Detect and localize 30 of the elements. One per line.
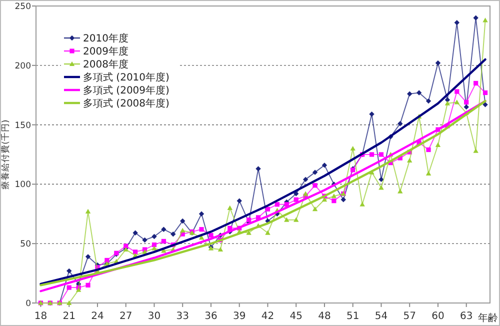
x-axis-title: 年齢 bbox=[478, 312, 498, 324]
x-tick-label: 42 bbox=[261, 311, 274, 322]
legend-label: 2009年度 bbox=[83, 46, 128, 58]
x-tick-label: 45 bbox=[290, 311, 302, 322]
x-tick-label: 48 bbox=[318, 311, 331, 322]
x-tick-label: 39 bbox=[232, 311, 246, 322]
x-tick-label: 21 bbox=[62, 311, 76, 322]
x-tick-label: 63 bbox=[460, 311, 473, 322]
x-tick-label: 33 bbox=[176, 311, 189, 322]
legend-label: 2010年度 bbox=[83, 32, 128, 44]
x-tick-label: 24 bbox=[91, 311, 104, 322]
legend-label: 多項式 (2010年度) bbox=[83, 72, 170, 84]
y-axis-title: 療養給付費(千円) bbox=[0, 120, 11, 190]
y-tick-label: 0 bbox=[26, 299, 31, 309]
legend-label: 多項式 (2009年度) bbox=[83, 84, 170, 96]
y-tick-label: 150 bbox=[14, 120, 31, 131]
y-tick-label: 100 bbox=[14, 180, 31, 190]
x-tick-label: 51 bbox=[346, 311, 360, 322]
legend-label: 多項式 (2008年度) bbox=[83, 98, 170, 110]
x-tick-label: 18 bbox=[34, 311, 48, 322]
y-tick-label: 50 bbox=[20, 240, 31, 250]
x-tick-label: 57 bbox=[403, 311, 416, 322]
y-tick-label: 200 bbox=[14, 61, 31, 72]
x-tick-label: 30 bbox=[148, 311, 161, 322]
x-tick-label: 36 bbox=[204, 311, 218, 322]
x-tick-label: 60 bbox=[432, 311, 444, 322]
x-tick-label: 27 bbox=[119, 311, 132, 322]
y-tick-label: 250 bbox=[14, 2, 31, 12]
legend-label: 2008年度 bbox=[83, 58, 128, 70]
x-tick-label: 54 bbox=[374, 311, 388, 322]
